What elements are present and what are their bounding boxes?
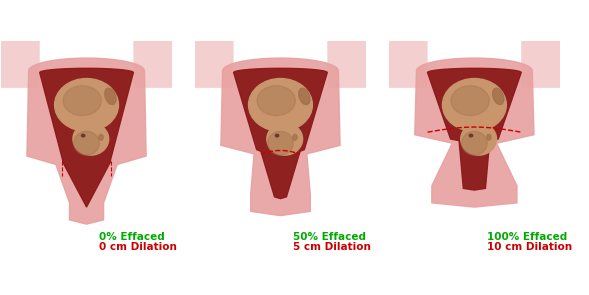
Ellipse shape [249, 78, 312, 131]
Text: 0 cm Dilation: 0 cm Dilation [100, 242, 177, 252]
Ellipse shape [451, 86, 489, 116]
Polygon shape [428, 68, 521, 190]
Ellipse shape [275, 134, 279, 137]
Ellipse shape [55, 78, 118, 131]
Ellipse shape [299, 88, 310, 105]
Ellipse shape [462, 131, 487, 155]
Polygon shape [221, 58, 340, 216]
Ellipse shape [267, 131, 293, 155]
Text: 0% Effaced: 0% Effaced [100, 232, 165, 242]
Ellipse shape [442, 78, 507, 131]
Ellipse shape [81, 134, 85, 137]
Ellipse shape [63, 86, 101, 116]
Text: 50% Effaced: 50% Effaced [293, 232, 366, 242]
Text: 10 cm Dilation: 10 cm Dilation [487, 242, 573, 252]
Text: 100% Effaced: 100% Effaced [487, 232, 567, 242]
Polygon shape [27, 58, 146, 224]
Text: 5 cm Dilation: 5 cm Dilation [293, 242, 371, 252]
FancyBboxPatch shape [133, 28, 184, 88]
Ellipse shape [492, 88, 504, 105]
Ellipse shape [105, 88, 116, 105]
FancyBboxPatch shape [376, 28, 428, 88]
Ellipse shape [257, 86, 295, 116]
FancyBboxPatch shape [0, 28, 39, 88]
Ellipse shape [267, 123, 303, 155]
Ellipse shape [99, 134, 103, 140]
Polygon shape [234, 68, 327, 199]
Polygon shape [39, 68, 133, 207]
Ellipse shape [461, 123, 497, 155]
Ellipse shape [487, 134, 491, 140]
FancyBboxPatch shape [521, 28, 573, 88]
Ellipse shape [469, 134, 473, 137]
FancyBboxPatch shape [183, 28, 234, 88]
Ellipse shape [73, 123, 109, 155]
FancyBboxPatch shape [327, 28, 378, 88]
Ellipse shape [293, 134, 297, 140]
Ellipse shape [74, 131, 100, 155]
Polygon shape [415, 58, 534, 207]
